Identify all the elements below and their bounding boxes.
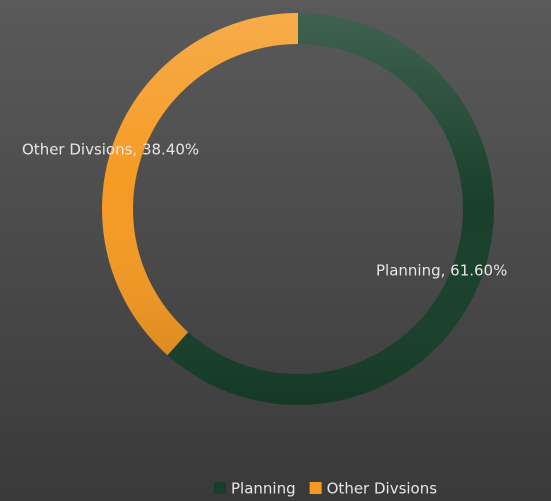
slice-shade <box>102 13 299 356</box>
legend-swatch <box>214 482 226 494</box>
slice-shade <box>167 13 494 406</box>
legend-swatch <box>309 482 322 494</box>
data-label: Other Divsions, 38.40% <box>22 141 199 159</box>
legend-label: Other Divsions <box>327 480 438 498</box>
data-label: Planning, 61.60% <box>376 262 507 280</box>
legend-label: Planning <box>231 480 296 498</box>
